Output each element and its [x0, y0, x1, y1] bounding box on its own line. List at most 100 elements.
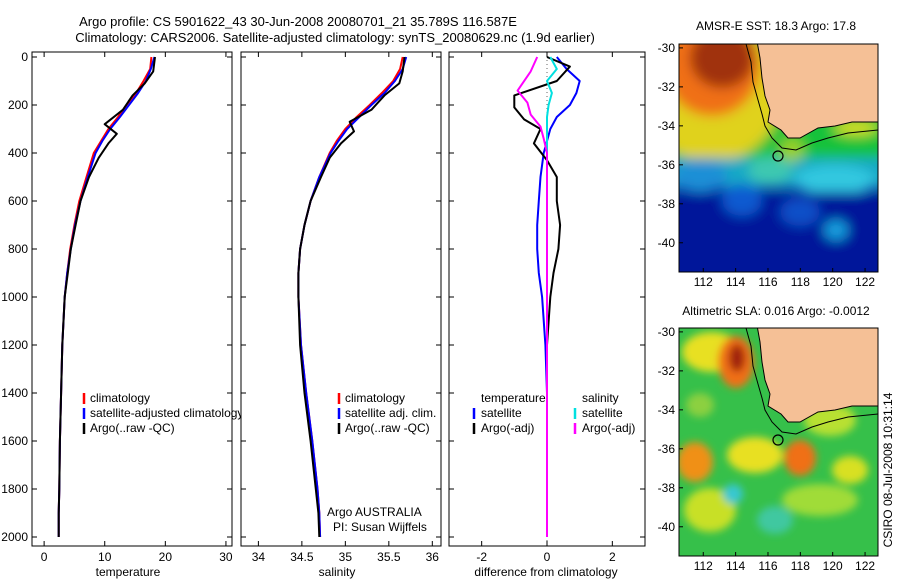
temperature-axes-box [31, 51, 233, 547]
lat-tick-label: -36 [658, 158, 676, 172]
lon-tick-label: 120 [823, 559, 843, 573]
sla-map-title: Altimetric SLA: 0.016 Argo: -0.0012 [682, 304, 870, 318]
argo-position-marker [772, 434, 784, 446]
sst-map-frame [678, 43, 879, 273]
difference-legend: temperature satellite Argo(-adj) salinit… [472, 391, 635, 435]
sla-field [679, 328, 878, 556]
lat-tick-label: -32 [658, 364, 676, 378]
legend-label-argo: Argo(..raw -QC) [90, 421, 175, 435]
salinity-axes-box [240, 51, 442, 547]
x-tick-label: 10 [98, 550, 112, 564]
x-tick-label: 34 [252, 550, 266, 564]
salinity-x-axis: 34 34.5 35 35.5 36 [252, 52, 440, 564]
series-line-argo-raw-qc [297, 56, 406, 538]
legend-label-temp-argo: Argo(-adj) [481, 421, 534, 435]
legend-label-climatology: climatology [90, 391, 150, 405]
depth-tick-label: 1200 [1, 338, 28, 352]
x-tick-label: 35 [339, 550, 353, 564]
sla-map-frame [678, 327, 879, 557]
lat-tick-label: -34 [658, 119, 676, 133]
legend-label-satellite: satellite adj. clim. [345, 406, 436, 420]
legend-label-satellite: satellite-adjusted climatology [90, 406, 243, 420]
temperature-legend: climatology satellite-adjusted climatolo… [82, 391, 243, 435]
difference-x-axis: -2 0 2 [476, 52, 616, 564]
x-tick-label: 30 [219, 550, 233, 564]
depth-tick-label: 1800 [1, 482, 28, 496]
x-tick-label: 20 [159, 550, 173, 564]
lat-tick-label: -40 [658, 236, 676, 250]
sst-map: AMSR-E SST: 18.3 Argo: 17.8 [658, 19, 879, 289]
lon-tick-label: 114 [726, 559, 745, 573]
lon-tick-label: 112 [694, 275, 713, 289]
lon-tick-label: 122 [855, 559, 875, 573]
argo-credit-line1: Argo AUSTRALIA [327, 505, 422, 519]
legend-label-sal-satellite: satellite [582, 406, 623, 420]
header-line2: Climatology: CARS2006. Satellite-adjuste… [75, 30, 595, 45]
land-australia [756, 44, 878, 139]
salinity-panel: 34 34.5 35 35.5 36 salinity climatology sate… [240, 51, 442, 579]
difference-depth-ticks [449, 56, 645, 538]
depth-tick-label: 600 [8, 194, 28, 208]
salinity-legend: climatology satellite adj. clim. Argo(..… [337, 391, 436, 435]
series-line-argo-adj [516, 56, 548, 537]
argo-credit-line2: PI: Susan Wijffels [333, 520, 427, 534]
series-line-argo-raw-qc [57, 56, 156, 537]
difference-panel: -2 0 2 difference from climatology tempera… [448, 51, 646, 579]
x-tick-label: 36 [426, 550, 440, 564]
shelf-contour [745, 44, 878, 151]
depth-tick-label: 1600 [1, 434, 28, 448]
lon-tick-label: 116 [758, 275, 777, 289]
sla-map-ticks: 112 114 116 118 120 122 -30 -32 -34 -36 -38 -40 [658, 325, 876, 573]
salinity-xlabel: salinity [319, 565, 356, 579]
shelf-contour [745, 328, 878, 435]
legend-header-temperature: temperature [481, 391, 546, 405]
lat-tick-label: -32 [658, 80, 676, 94]
x-tick-label: 0 [544, 550, 551, 564]
depth-axis: 0 200 400 600 800 1000 1200 1400 1600 1800 2000 [1, 50, 232, 544]
lat-tick-label: -38 [658, 481, 676, 495]
x-tick-label: 34.5 [290, 550, 314, 564]
depth-tick-label: 1400 [1, 386, 28, 400]
sla-map: Altimetric SLA: 0.016 Argo: -0.0012 [658, 304, 879, 573]
depth-tick-label: 200 [8, 98, 28, 112]
difference-xlabel: difference from climatology [474, 565, 617, 579]
legend-label-climatology: climatology [345, 391, 405, 405]
land-australia [756, 328, 878, 423]
lat-tick-label: -38 [658, 197, 676, 211]
depth-tick-label: 1000 [1, 290, 28, 304]
lon-tick-label: 122 [855, 275, 875, 289]
lat-tick-label: -40 [658, 520, 676, 534]
lon-tick-label: 118 [791, 559, 810, 573]
depth-tick-label: 800 [8, 242, 28, 256]
lat-tick-label: -36 [658, 442, 676, 456]
temperature-panel: 0 200 400 600 800 1000 1200 1400 1600 1800 2000 0 1… [1, 50, 243, 579]
argo-position-marker [772, 150, 784, 162]
lat-tick-label: -30 [658, 41, 676, 55]
depth-tick-label: 0 [21, 50, 28, 64]
temperature-x-axis: 0 10 20 30 [41, 52, 233, 564]
temperature-xlabel: temperature [96, 565, 161, 579]
legend-label-argo: Argo(..raw -QC) [345, 421, 430, 435]
depth-tick-label: 2000 [1, 530, 28, 544]
depth-tick-label: 400 [8, 146, 28, 160]
x-tick-label: -2 [476, 550, 487, 564]
sst-field [679, 44, 878, 272]
x-tick-label: 0 [41, 550, 48, 564]
lat-tick-label: -30 [658, 325, 676, 339]
salinity-depth-ticks [241, 56, 441, 538]
legend-header-salinity: salinity [582, 391, 619, 405]
sst-map-title: AMSR-E SST: 18.3 Argo: 17.8 [696, 19, 856, 33]
lon-tick-label: 114 [726, 275, 745, 289]
lon-tick-label: 112 [694, 559, 713, 573]
lon-tick-label: 118 [791, 275, 810, 289]
x-tick-label: 35.5 [377, 550, 401, 564]
legend-label-temp-satellite: satellite [481, 406, 522, 420]
temperature-series [57, 56, 156, 537]
salinity-series [297, 56, 408, 538]
legend-label-sal-argo: Argo(-adj) [582, 421, 635, 435]
difference-series [513, 56, 581, 537]
lat-tick-label: -34 [658, 403, 676, 417]
lon-tick-label: 120 [823, 275, 843, 289]
lon-tick-label: 116 [758, 559, 777, 573]
